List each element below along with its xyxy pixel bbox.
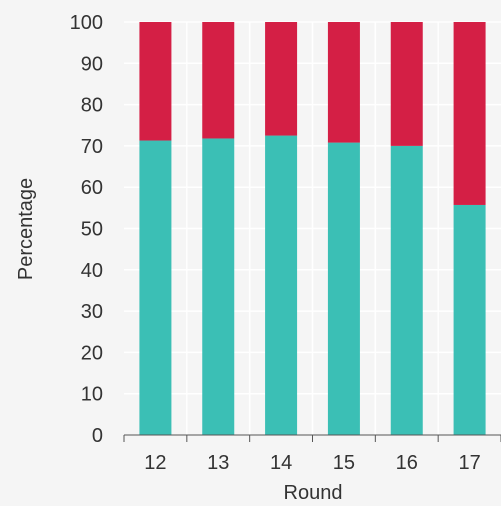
bar-round-15-segment-1 [327, 142, 360, 435]
bar-round-13-segment-2 [202, 22, 235, 139]
grid-layer [124, 21, 501, 435]
y-tick-label-90: 90 [81, 53, 103, 75]
bar-round-14-segment-2 [265, 22, 298, 136]
axis-layer [123, 434, 501, 442]
labels-layer: 0 10 20 30 40 50 60 70 80 90 100 12 13 14 15 16 17 [70, 12, 481, 474]
bar-round-14-segment-1 [265, 135, 298, 435]
bar-round-12-segment-2 [139, 22, 172, 141]
bar-round-17-segment-2 [453, 22, 486, 205]
y-tick-label-30: 30 [81, 301, 103, 323]
y-tick-label-10: 10 [81, 384, 103, 406]
bar-round-13-segment-1 [202, 138, 235, 435]
bar-round-16-segment-1 [390, 145, 423, 435]
bar-round-17-segment-1 [453, 204, 486, 435]
x-tick-label-15: 15 [333, 452, 355, 474]
bar-round-12-segment-1 [139, 140, 172, 435]
x-tick-label-13: 13 [207, 452, 229, 474]
y-tick-label-60: 60 [81, 177, 103, 199]
bar-round-15-segment-2 [327, 22, 360, 143]
y-tick-label-80: 80 [81, 95, 103, 117]
y-tick-label-70: 70 [81, 136, 103, 158]
bars-layer [139, 22, 486, 435]
y-tick-label-50: 50 [81, 219, 103, 241]
x-tick-label-12: 12 [144, 452, 166, 474]
x-axis-title: Round [284, 482, 343, 504]
y-tick-label-100: 100 [70, 12, 103, 34]
x-tick-label-16: 16 [396, 452, 418, 474]
x-tick-label-17: 17 [458, 452, 480, 474]
bar-round-16-segment-2 [390, 22, 423, 146]
y-tick-label-0: 0 [92, 425, 103, 447]
y-axis-title: Percentage [15, 178, 37, 280]
y-tick-label-20: 20 [81, 342, 103, 364]
x-tick-label-14: 14 [270, 452, 292, 474]
y-tick-label-40: 40 [81, 260, 103, 282]
